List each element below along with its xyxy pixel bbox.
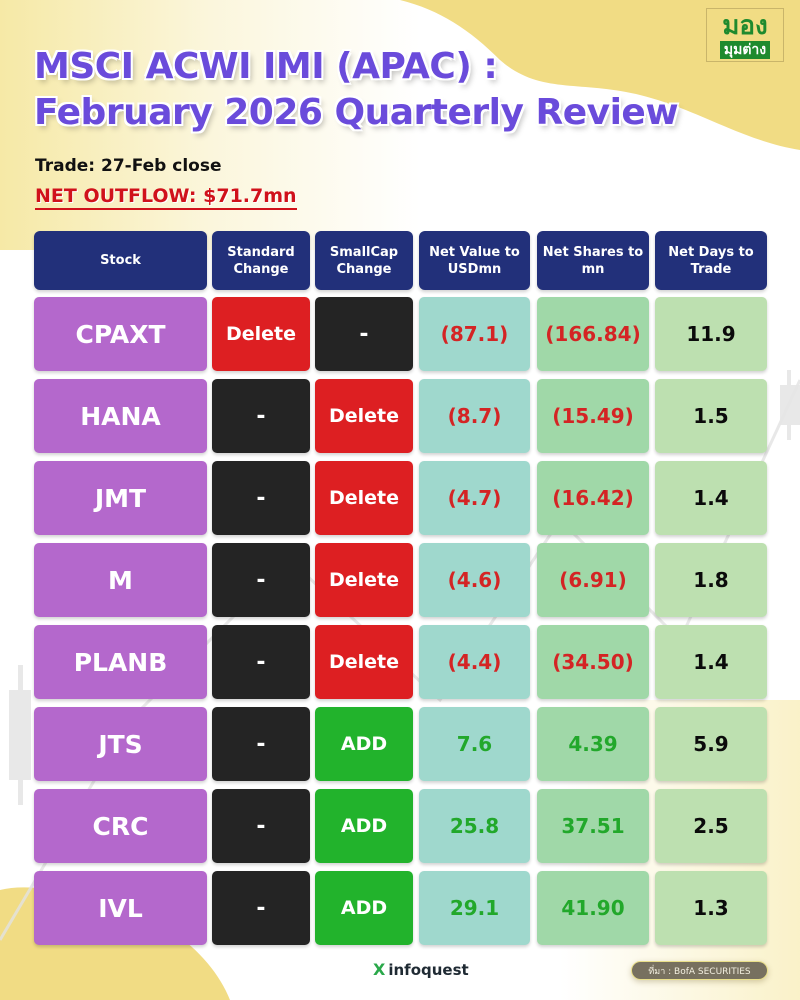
stock-name: JMT xyxy=(34,461,207,535)
smallcap-change: Delete xyxy=(315,379,413,453)
net-value: (8.7) xyxy=(419,379,530,453)
standard-change: - xyxy=(212,461,310,535)
net-days: 1.4 xyxy=(655,461,767,535)
header-net-days: Net Days to Trade xyxy=(655,231,767,290)
standard-change: - xyxy=(212,871,310,945)
net-shares: (15.49) xyxy=(537,379,649,453)
trade-note: Trade: 27-Feb close xyxy=(35,156,222,176)
stock-name: IVL xyxy=(34,871,207,945)
brand-name: infoquest xyxy=(388,960,469,979)
table-row: JMT - Delete (4.7) (16.42) 1.4 xyxy=(34,461,767,535)
net-value: (4.6) xyxy=(419,543,530,617)
standard-change: - xyxy=(212,789,310,863)
table-row: M - Delete (4.6) (6.91) 1.8 xyxy=(34,543,767,617)
stock-name: HANA xyxy=(34,379,207,453)
stock-name: CRC xyxy=(34,789,207,863)
title-line-2: February 2026 Quarterly Review xyxy=(34,92,679,133)
smallcap-change: ADD xyxy=(315,707,413,781)
net-value: 29.1 xyxy=(419,871,530,945)
net-shares: (34.50) xyxy=(537,625,649,699)
stock-name: JTS xyxy=(34,707,207,781)
net-value: (87.1) xyxy=(419,297,530,371)
stock-table: Stock Standard Change SmallCap Change Ne… xyxy=(34,231,767,953)
smallcap-change: ADD xyxy=(315,871,413,945)
net-shares: (166.84) xyxy=(537,297,649,371)
table-row: CPAXT Delete - (87.1) (166.84) 11.9 xyxy=(34,297,767,371)
net-days: 1.8 xyxy=(655,543,767,617)
net-shares: 41.90 xyxy=(537,871,649,945)
header-smallcap-change: SmallCap Change xyxy=(315,231,413,290)
net-shares: 37.51 xyxy=(537,789,649,863)
standard-change: - xyxy=(212,379,310,453)
net-shares: 4.39 xyxy=(537,707,649,781)
net-value: 25.8 xyxy=(419,789,530,863)
net-days: 2.5 xyxy=(655,789,767,863)
header-stock: Stock xyxy=(34,231,207,290)
standard-change: - xyxy=(212,625,310,699)
stock-name: M xyxy=(34,543,207,617)
table-row: CRC - ADD 25.8 37.51 2.5 xyxy=(34,789,767,863)
net-outflow: NET OUTFLOW: $71.7mn xyxy=(35,185,297,210)
net-days: 11.9 xyxy=(655,297,767,371)
net-days: 1.3 xyxy=(655,871,767,945)
header-standard-change: Standard Change xyxy=(212,231,310,290)
standard-change: - xyxy=(212,707,310,781)
header-net-shares: Net Shares to mn xyxy=(537,231,649,290)
table-row: IVL - ADD 29.1 41.90 1.3 xyxy=(34,871,767,945)
net-value: (4.4) xyxy=(419,625,530,699)
smallcap-change: Delete xyxy=(315,461,413,535)
infoquest-x-icon: X xyxy=(373,960,386,979)
standard-change: Delete xyxy=(212,297,310,371)
net-days: 1.4 xyxy=(655,625,767,699)
title-line-1: MSCI ACWI IMI (APAC) : xyxy=(34,46,498,87)
page-title: MSCI ACWI IMI (APAC) : February 2026 Qua… xyxy=(34,44,679,136)
net-shares: (6.91) xyxy=(537,543,649,617)
source-badge: ที่มา : BofA SECURITIES xyxy=(631,961,768,980)
net-days: 1.5 xyxy=(655,379,767,453)
smallcap-change: Delete xyxy=(315,625,413,699)
table-row: HANA - Delete (8.7) (15.49) 1.5 xyxy=(34,379,767,453)
logo: มอง มุมต่าง xyxy=(706,8,784,62)
net-value: 7.6 xyxy=(419,707,530,781)
net-days: 5.9 xyxy=(655,707,767,781)
header-net-value: Net Value to USDmn xyxy=(419,231,530,290)
logo-top-text: มอง xyxy=(722,11,768,41)
table-row: JTS - ADD 7.6 4.39 5.9 xyxy=(34,707,767,781)
table-header: Stock Standard Change SmallCap Change Ne… xyxy=(34,231,767,290)
smallcap-change: Delete xyxy=(315,543,413,617)
standard-change: - xyxy=(212,543,310,617)
stock-name: CPAXT xyxy=(34,297,207,371)
table-row: PLANB - Delete (4.4) (34.50) 1.4 xyxy=(34,625,767,699)
net-value: (4.7) xyxy=(419,461,530,535)
smallcap-change: - xyxy=(315,297,413,371)
infoquest-brand: X infoquest xyxy=(373,960,469,979)
smallcap-change: ADD xyxy=(315,789,413,863)
logo-bottom-text: มุมต่าง xyxy=(719,41,771,59)
stock-name: PLANB xyxy=(34,625,207,699)
net-shares: (16.42) xyxy=(537,461,649,535)
